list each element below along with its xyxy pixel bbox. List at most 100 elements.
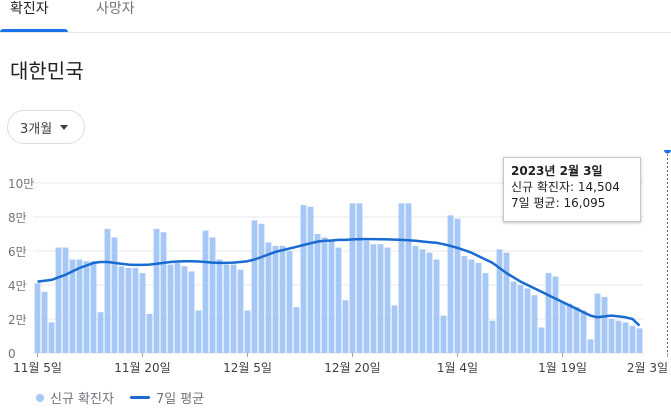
tab-deaths[interactable]: 사망자 — [96, 1, 135, 17]
bar — [90, 261, 97, 353]
bar — [356, 203, 363, 353]
bar — [482, 273, 489, 353]
bar — [601, 296, 608, 353]
bar — [321, 237, 328, 353]
bar — [265, 242, 272, 353]
bar — [517, 285, 524, 353]
active-tab-indicator — [0, 29, 68, 32]
bar — [629, 325, 636, 353]
bar — [426, 252, 433, 353]
tooltip-date: 2023년 2월 3일 — [511, 164, 603, 178]
bar — [139, 273, 146, 353]
bar — [125, 268, 132, 353]
bar — [489, 320, 496, 353]
range-dropdown-label: 3개월 — [20, 121, 53, 137]
bar — [573, 307, 580, 353]
bar — [132, 268, 139, 353]
bar — [377, 244, 384, 353]
x-tick-label: 1월 19일 — [538, 361, 587, 375]
chart-legend: 신규 확진자 7일 평균 — [36, 388, 204, 407]
bar — [391, 305, 398, 353]
tooltip-cases-label: 신규 확진자: — [511, 180, 575, 194]
bar — [587, 339, 594, 353]
bar — [237, 269, 244, 353]
legend-cases-label: 신규 확진자 — [50, 392, 114, 407]
tooltip-cases-row: 신규 확진자: 14,504 — [511, 179, 633, 195]
x-tick-label: 11월 5일 — [13, 361, 62, 375]
bar — [531, 295, 538, 353]
y-tick-label: 4만 — [8, 279, 27, 293]
bar — [111, 237, 118, 353]
hover-point — [663, 150, 671, 155]
bar — [202, 230, 209, 353]
caret-down-icon — [60, 124, 69, 130]
average-line — [37, 237, 641, 327]
bar — [174, 262, 181, 353]
bar — [34, 283, 41, 353]
bar — [41, 291, 48, 353]
y-tick-label: 8만 — [8, 211, 27, 225]
tab-bar: 확진자 사망자 — [0, 0, 671, 33]
bar — [97, 312, 104, 353]
bar — [608, 319, 615, 353]
bar — [286, 251, 293, 353]
bar — [405, 203, 412, 353]
bar — [195, 310, 202, 353]
tooltip-average-value: 16,095 — [563, 196, 606, 210]
bar — [251, 220, 258, 353]
x-tick-label: 11월 20일 — [114, 361, 170, 375]
bar — [398, 203, 405, 353]
y-tick-label: 6만 — [8, 245, 27, 259]
y-tick-label: 2만 — [8, 313, 27, 327]
bar — [475, 262, 482, 353]
bar — [566, 303, 573, 353]
bar — [279, 245, 286, 353]
legend-average-swatch — [129, 396, 150, 399]
bar — [615, 320, 622, 353]
bar — [496, 249, 503, 353]
tooltip-cases-value: 14,504 — [577, 180, 620, 194]
bar — [216, 259, 223, 353]
bar — [160, 232, 167, 353]
bar — [594, 293, 601, 353]
bar — [468, 259, 475, 353]
bar — [545, 273, 552, 353]
bar — [167, 264, 174, 353]
bar — [307, 206, 314, 353]
bar — [153, 228, 160, 353]
bar — [146, 313, 153, 353]
bar — [272, 245, 279, 353]
cases-chart: 0 2만 4만 6만 8만 10만 11월 5일 11월 20일 12월 5일 12월 20일 1월… — [8, 150, 671, 375]
bar — [363, 240, 370, 353]
legend-cases-swatch — [36, 393, 44, 402]
bar — [510, 281, 517, 353]
bar — [559, 302, 566, 353]
bar — [300, 205, 307, 353]
bar — [440, 315, 447, 353]
bar — [223, 264, 230, 353]
bar — [69, 259, 76, 353]
bar — [342, 300, 349, 353]
bar — [118, 266, 125, 353]
bar — [636, 328, 643, 353]
tab-cases[interactable]: 확진자 — [10, 1, 49, 17]
range-dropdown[interactable]: 3개월 — [7, 110, 85, 144]
bar — [461, 256, 468, 353]
bar — [244, 310, 251, 353]
bar — [433, 259, 440, 353]
bar — [48, 322, 55, 353]
bar — [55, 247, 62, 353]
bar — [335, 247, 342, 353]
bar — [293, 307, 300, 353]
region-title: 대한민국 — [10, 59, 84, 83]
bar — [188, 271, 195, 353]
bar — [76, 259, 83, 353]
bar — [524, 288, 531, 353]
bar — [370, 244, 377, 353]
bar — [412, 245, 419, 353]
tooltip-average-row: 7일 평균: 16,095 — [511, 195, 633, 211]
bar — [314, 234, 321, 353]
bar — [447, 215, 454, 353]
bar — [328, 240, 335, 353]
bar — [83, 261, 90, 353]
